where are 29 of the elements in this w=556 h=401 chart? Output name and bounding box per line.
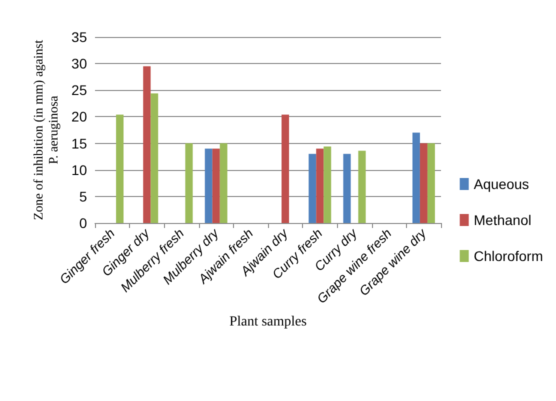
bar bbox=[324, 146, 332, 223]
bar bbox=[308, 154, 316, 223]
y-tick-label: 0 bbox=[79, 215, 88, 231]
bar bbox=[343, 154, 351, 223]
bar bbox=[412, 132, 420, 223]
bar bbox=[150, 93, 158, 223]
bar bbox=[116, 114, 124, 223]
bar bbox=[427, 143, 435, 223]
y-axis-title: Zone of inhibition (in mm) against P. aeruginosa bbox=[30, 40, 61, 220]
bar bbox=[212, 148, 220, 223]
y-tick-label: 10 bbox=[71, 162, 88, 178]
y-tick-label: 20 bbox=[71, 108, 88, 125]
legend-label: Chloroform bbox=[474, 248, 544, 264]
bar bbox=[220, 143, 228, 223]
y-tick-label: 25 bbox=[71, 82, 88, 98]
bar bbox=[358, 150, 366, 223]
x-axis-title: Plant samples bbox=[229, 314, 307, 330]
bar bbox=[204, 148, 212, 223]
bar bbox=[143, 66, 151, 223]
y-tick-label: 5 bbox=[79, 188, 88, 204]
bar bbox=[420, 143, 428, 223]
bar bbox=[316, 148, 324, 223]
bar bbox=[185, 143, 193, 223]
y-tick-label: 35 bbox=[71, 29, 88, 45]
y-tick-label: 30 bbox=[71, 56, 88, 72]
legend-label: Aqueous bbox=[474, 176, 530, 192]
bar bbox=[282, 114, 290, 223]
legend-label: Methanol bbox=[474, 212, 532, 228]
y-tick-label: 15 bbox=[71, 135, 88, 152]
